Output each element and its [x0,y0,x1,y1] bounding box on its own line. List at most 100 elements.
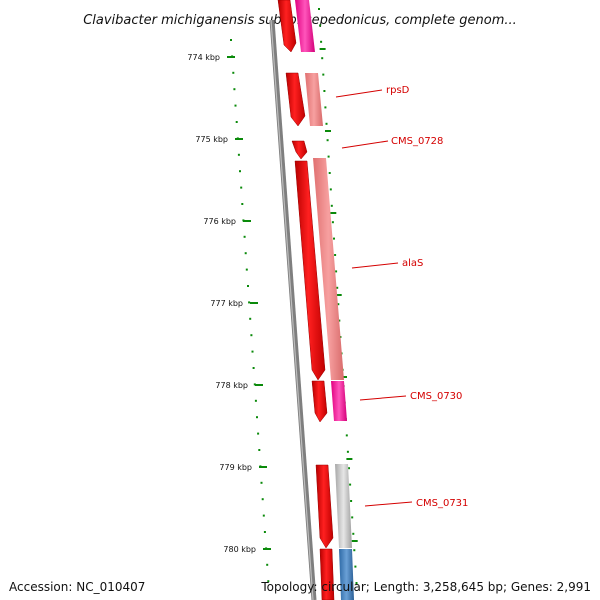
minor-tick [244,252,247,255]
minor-tick [252,367,255,369]
major-tick [319,48,326,50]
minor-tick [325,122,328,125]
minor-tick [237,153,240,156]
salmon-feature-alaS[interactable] [313,158,344,380]
minor-tick [239,170,241,173]
minor-tick [334,254,337,256]
gene-label-CMS_0731[interactable]: CMS_0731 [364,498,468,509]
minor-tick [234,104,237,107]
minor-tick [253,383,256,386]
minor-tick [320,40,323,43]
gene-name: CMS_0731 [416,498,468,509]
minor-tick [257,432,260,435]
minor-tick [329,188,332,191]
gene-name: CMS_0730 [410,391,462,402]
minor-tick [346,450,349,453]
minor-tick [336,286,339,289]
tick-775: 775 kbp [195,135,243,144]
major-tick [346,458,353,460]
minor-tick [254,399,257,402]
cds-feature[interactable] [319,548,335,600]
accession-text: Accession: NC_010407 [9,580,146,594]
genome-summary-text: Topology: circular; Length: 3,258,645 bp… [261,580,591,594]
minor-tick [230,39,232,41]
blue-feature[interactable] [339,549,354,600]
gene-label-alaS[interactable]: alaS [351,258,423,269]
minor-tick [248,301,251,304]
minor-tick [323,90,326,92]
cds-feature-rpsD[interactable] [285,72,306,127]
cds-feature-CMS_0728[interactable] [291,140,308,160]
tick-780: 780 kbp [223,545,271,554]
minor-tick [330,204,333,207]
minor-tick [247,285,249,287]
minor-tick [322,73,325,76]
genome-backbone [269,19,317,600]
tick-label: 775 kbp [195,135,228,144]
gray-feature-CMS_0731[interactable] [335,464,352,548]
minor-tick [354,565,357,568]
minor-tick [355,582,358,584]
cds-feature-CMS_0731[interactable] [315,464,334,549]
cds-feature[interactable] [277,0,297,53]
cds-feature-alaS[interactable] [294,160,326,381]
gene-label-rpsD[interactable]: rpsD [335,85,410,98]
gene-label-CMS_0730[interactable]: CMS_0730 [359,391,462,402]
gene-label-CMS_0728[interactable]: CMS_0728 [341,136,443,149]
minor-tick [351,516,354,519]
tick-777: 777 kbp [210,299,258,308]
major-tick [341,376,347,378]
tick-label: 777 kbp [210,299,243,308]
pink-feature-CMS_0730[interactable] [331,381,347,421]
minor-tick [324,106,327,109]
minor-tick [335,270,338,273]
minor-tick [245,268,248,271]
minor-tick [258,449,261,451]
cds-feature-CMS_0730[interactable] [311,380,328,423]
minor-tick [266,563,269,566]
tick-label: 776 kbp [203,217,236,226]
genome-backbone-highlight [270,19,314,600]
minor-tick [328,172,331,174]
minor-tick [263,531,266,533]
major-tick [330,212,337,214]
gene-name: alaS [402,258,423,269]
minor-tick [235,121,238,123]
gene-name: CMS_0728 [391,136,443,147]
minor-tick [267,580,270,583]
minor-tick [233,88,236,91]
minor-tick [345,434,348,437]
ruler-ticks: 774 kbp 775 kbp 776 kbp 777 kbp 778 kbp … [187,53,271,554]
minor-tick [318,8,320,10]
feature-type-track [295,0,354,600]
minor-tick [326,139,329,142]
minor-tick [349,483,352,486]
tick-776: 776 kbp [203,217,251,226]
minor-tick [319,24,322,27]
minor-tick [250,334,253,337]
outer-tick-marks [230,39,270,583]
minor-tick [333,237,335,240]
minor-tick [350,500,353,502]
minor-tick [353,549,356,552]
tick-label: 774 kbp [187,53,220,62]
minor-tick [331,221,334,224]
minor-tick [241,203,244,205]
salmon-feature-rpsD[interactable] [305,73,323,126]
gene-name: rpsD [386,85,410,96]
tick-774: 774 kbp [187,53,235,62]
minor-tick [251,350,254,353]
minor-tick [249,317,252,320]
major-tick [351,540,358,542]
cds-track [277,0,335,600]
tick-779: 779 kbp [219,463,267,472]
major-tick [335,294,342,296]
major-tick [325,130,331,132]
minor-tick [321,57,324,60]
tick-label: 778 kbp [215,381,248,390]
minor-tick [232,71,235,74]
minor-tick [352,532,355,535]
pink-feature[interactable] [295,0,315,52]
minor-tick [327,155,330,158]
